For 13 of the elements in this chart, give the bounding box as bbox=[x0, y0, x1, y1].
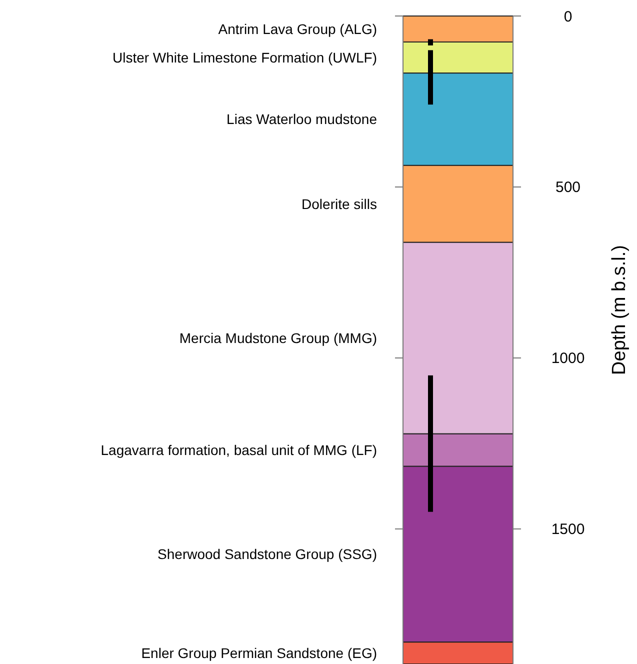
y-axis-title: Depth (m b.s.l.) bbox=[609, 245, 630, 375]
series-label: Sherwood Sandstone Group (SSG) bbox=[158, 546, 377, 562]
series-label: Antrim Lava Group (ALG) bbox=[218, 20, 377, 37]
y-tick-label: 500 bbox=[555, 179, 581, 196]
series-label: Lias Waterloo mudstone bbox=[226, 111, 378, 128]
series-label: Dolerite sills bbox=[302, 196, 377, 212]
y-tick-label: 1000 bbox=[551, 350, 585, 368]
series-label: Lagavarra formation, basal unit of MMG (LF) bbox=[100, 442, 377, 458]
y-tick-label: 0 bbox=[564, 8, 572, 26]
series-label: Enler Group Permian Sandstone (EG) bbox=[141, 644, 377, 661]
series-label: Ulster White Limestone Formation (UWLF) bbox=[112, 49, 377, 66]
series-label: Mercia Mudstone Group (MMG) bbox=[179, 330, 377, 346]
y-tick-label: 1500 bbox=[551, 521, 585, 538]
